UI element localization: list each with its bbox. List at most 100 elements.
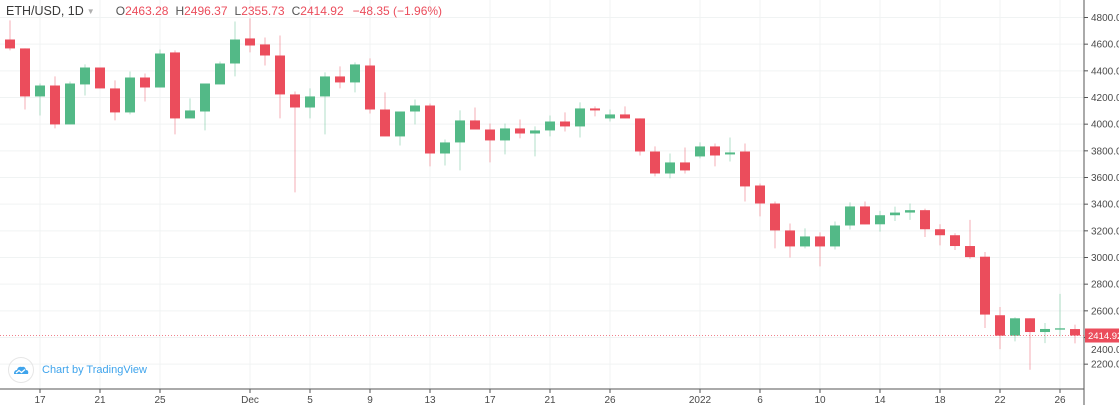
candle-body (770, 203, 780, 231)
candle (530, 126, 540, 157)
candle-body (815, 236, 825, 247)
candle (1055, 293, 1065, 337)
candle-body (755, 185, 765, 204)
candle (50, 76, 60, 129)
candle-body (425, 105, 435, 154)
candle (440, 139, 450, 166)
y-tick-label: 4400.00 (1091, 66, 1119, 77)
candle (155, 49, 165, 88)
candle-body (140, 77, 150, 88)
candle (1040, 322, 1050, 344)
chevron-down-icon[interactable]: ▼ (86, 6, 95, 16)
candle-body (170, 52, 180, 119)
candle (635, 118, 645, 156)
candle (515, 119, 525, 139)
candle-body (35, 85, 45, 97)
candle (770, 201, 780, 249)
y-tick-label: 2200.00 (1091, 360, 1119, 371)
y-tick-label: 3400.00 (1091, 200, 1119, 211)
candle-body (920, 210, 930, 230)
candle (950, 233, 960, 251)
candle (170, 50, 180, 135)
x-tick-label: 22 (994, 395, 1006, 405)
candle-body (980, 256, 990, 315)
candle (245, 18, 255, 53)
candle (185, 98, 195, 119)
candle-body (95, 67, 105, 89)
candle-body (350, 64, 360, 83)
candle-body (725, 152, 735, 155)
x-tick-label: 13 (424, 395, 436, 405)
candle (680, 147, 690, 174)
candle-body (500, 128, 510, 141)
candle (230, 21, 240, 77)
candle (590, 106, 600, 117)
candle-body (875, 215, 885, 225)
candle (905, 203, 915, 220)
candle (575, 102, 585, 138)
time-axis[interactable]: 17 21 25 Dec 5 9 13 17 21 26 2022 6 10 14 18 22 26 (0, 388, 1084, 405)
candle-body (200, 83, 210, 112)
candle (995, 306, 1005, 350)
x-tick-label: 5 (307, 395, 313, 405)
x-tick-label: 21 (94, 395, 106, 405)
candle-body (380, 109, 390, 137)
y-tick-label: 3200.00 (1091, 226, 1119, 237)
tradingview-watermark[interactable]: Chart by TradingView (8, 357, 147, 383)
candle-body (680, 162, 690, 171)
y-tick-label: 2800.00 (1091, 280, 1119, 291)
low-label: L (234, 4, 242, 18)
legend-header: ETH/USD, 1D ▼ O 2463.28 H 2496.37 L 2355.73… (6, 4, 442, 18)
candle-body (290, 94, 300, 108)
candle (215, 61, 225, 85)
candle (65, 81, 75, 125)
candle (980, 252, 990, 329)
candle-body (995, 315, 1005, 336)
candle (920, 208, 930, 237)
candle-body (845, 206, 855, 226)
candle (755, 183, 765, 217)
candle (395, 111, 405, 146)
candle-body (365, 65, 375, 110)
candle-body (560, 121, 570, 127)
candle (860, 201, 870, 225)
candle-body (650, 151, 660, 174)
candle (830, 221, 840, 250)
candle (200, 83, 210, 131)
candle (485, 123, 495, 163)
candle-body (515, 128, 525, 134)
candle-body (1040, 328, 1050, 333)
candle-body (965, 246, 975, 258)
last-price-badge (1085, 328, 1119, 343)
x-tick-label: 6 (757, 395, 763, 405)
candle-body (440, 142, 450, 154)
candle-body (905, 210, 915, 213)
candle-body (695, 146, 705, 157)
candle (320, 72, 330, 135)
candle-body (215, 63, 225, 85)
candle (1010, 317, 1020, 342)
candle (845, 202, 855, 230)
candle-body (455, 120, 465, 143)
symbol-label[interactable]: ETH/USD, 1D (6, 4, 84, 18)
candle-body (485, 129, 495, 141)
x-tick-label: Dec (241, 395, 259, 405)
candle-body (20, 48, 30, 97)
candle-body (395, 111, 405, 137)
candle-body (530, 130, 540, 134)
candle (890, 206, 900, 221)
price-axis[interactable]: 4800.00 4600.00 4400.00 4200.00 4000.00 3800.… (1083, 0, 1119, 405)
tradingview-cloud-icon (8, 357, 34, 383)
candle-body (665, 162, 675, 174)
candle (80, 64, 90, 96)
candle-body (1010, 318, 1020, 336)
y-tick-label: 4000.00 (1091, 120, 1119, 131)
candle-body (470, 120, 480, 130)
candle (620, 106, 630, 119)
x-tick-label: 25 (154, 395, 166, 405)
candle-body (320, 76, 330, 97)
candle-body (110, 88, 120, 113)
candle (800, 228, 810, 249)
candle (695, 142, 705, 159)
